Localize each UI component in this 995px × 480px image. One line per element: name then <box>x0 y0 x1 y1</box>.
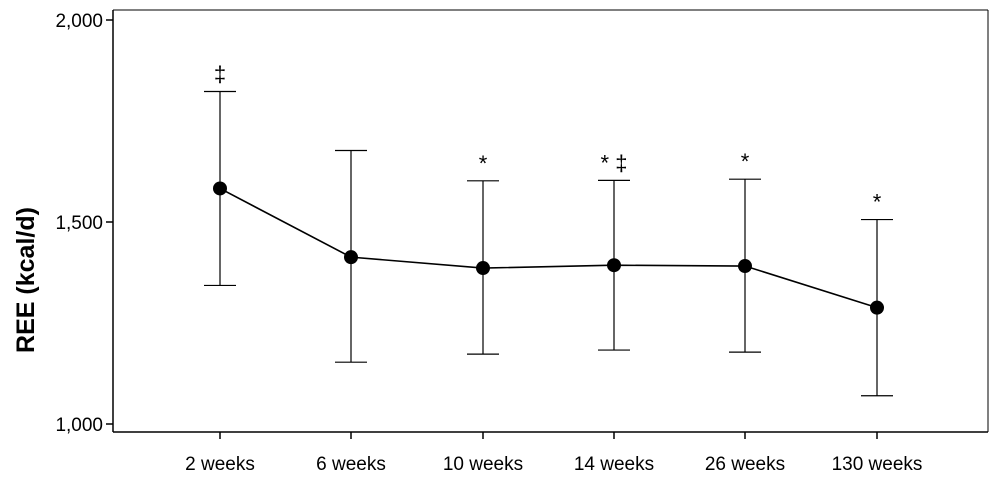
x-tick-label: 6 weeks <box>316 454 386 475</box>
significance-marker: ‡ <box>214 62 226 87</box>
y-tick-label: 2,000 <box>55 11 103 32</box>
x-tick-label: 14 weeks <box>574 454 654 475</box>
x-tick-label: 10 weeks <box>443 454 523 475</box>
data-point <box>607 258 621 273</box>
data-point <box>870 300 884 315</box>
significance-marker: * <box>741 149 750 174</box>
significance-annotations: ‡ * * ‡ * * <box>214 62 882 215</box>
data-markers <box>213 181 884 315</box>
data-point <box>344 250 358 265</box>
plot-frame <box>112 9 989 433</box>
significance-marker: * ‡ <box>601 150 628 175</box>
y-tick-label: 1,500 <box>55 213 103 234</box>
data-point <box>213 181 227 196</box>
x-tick-label: 26 weeks <box>705 454 785 475</box>
data-point <box>476 261 490 276</box>
error-bars <box>204 90 893 397</box>
significance-marker: * <box>479 151 488 176</box>
y-axis-title: REE (kcal/d) <box>12 207 40 353</box>
significance-marker: * <box>873 190 882 215</box>
series-line-group <box>219 187 878 309</box>
y-axis-ticks: 1,000 1,500 2,000 <box>55 11 113 436</box>
x-tick-label: 2 weeks <box>185 454 255 475</box>
y-tick-label: 1,000 <box>55 415 103 436</box>
series-line <box>219 187 878 309</box>
data-point <box>738 259 752 274</box>
x-tick-label: 130 weeks <box>832 454 923 475</box>
x-axis-ticks: 2 weeks 6 weeks 10 weeks 14 weeks 26 weeks 13… <box>185 432 922 475</box>
